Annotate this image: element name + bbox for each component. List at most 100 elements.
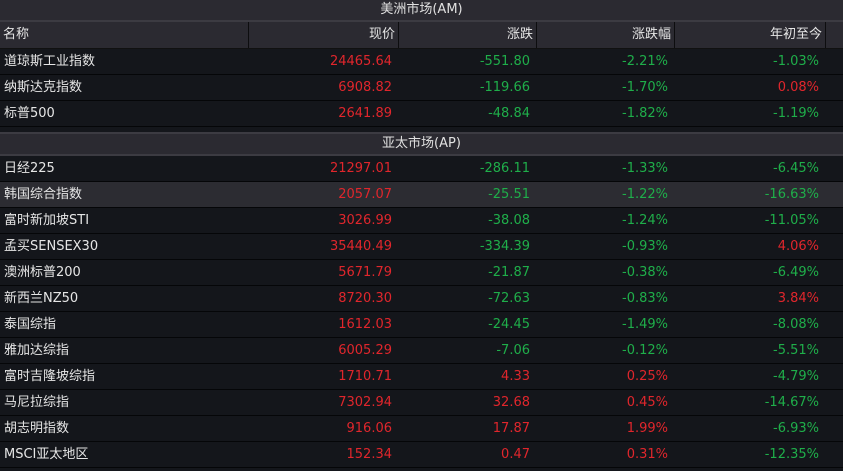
table-row[interactable]: 标普500 2641.89 -48.84 -1.82% -1.19%	[0, 101, 843, 127]
cell-ytd: -1.19%	[773, 106, 819, 121]
column-header-change-pct[interactable]: 涨跌幅	[537, 22, 675, 48]
cell-ytd: -6.45%	[773, 161, 819, 176]
cell-ytd: -6.93%	[773, 421, 819, 436]
cell-change: -334.39	[479, 239, 530, 254]
table-row[interactable]: 雅加达综指 6005.29 -7.06 -0.12% -5.51%	[0, 338, 843, 364]
cell-name: 泰国综指	[4, 317, 57, 332]
table-row[interactable]: 澳洲标普200 5671.79 -21.87 -0.38% -6.49%	[0, 260, 843, 286]
table-row[interactable]: 新西兰NZ50 8720.30 -72.63 -0.83% 3.84%	[0, 286, 843, 312]
cell-name: 纳斯达克指数	[4, 80, 83, 95]
cell-ytd: 3.84%	[777, 291, 819, 306]
cell-change-pct: -1.24%	[622, 213, 668, 228]
cell-name: 韩国综合指数	[4, 187, 83, 202]
cell-change: 4.33	[501, 369, 530, 384]
column-header-change[interactable]: 涨跌	[399, 22, 537, 48]
cell-change-pct: 0.25%	[626, 369, 668, 384]
cell-change: -286.11	[479, 161, 530, 176]
cell-change-pct: -1.22%	[622, 187, 668, 202]
cell-name: 富时新加坡STI	[4, 213, 90, 228]
cell-change: -38.08	[488, 213, 530, 228]
section-title-americas: 美洲市场(AM)	[0, 0, 843, 22]
table-row[interactable]: 胡志明指数 916.06 17.87 1.99% -6.93%	[0, 416, 843, 442]
cell-change: -24.45	[488, 317, 530, 332]
table-row[interactable]: 日经225 21297.01 -286.11 -1.33% -6.45%	[0, 156, 843, 182]
cell-name: 标普500	[4, 106, 55, 121]
column-header-ytd[interactable]: 年初至今	[675, 22, 826, 48]
cell-ytd: -16.63%	[764, 187, 819, 202]
cell-name: 富时吉隆坡综指	[4, 369, 96, 384]
cell-price: 916.06	[346, 421, 393, 436]
cell-change: 0.47	[501, 447, 530, 462]
cell-ytd: 4.06%	[777, 239, 819, 254]
cell-ytd: -11.05%	[764, 213, 819, 228]
table-row[interactable]: 道琼斯工业指数 24465.64 -551.80 -2.21% -1.03%	[0, 49, 843, 75]
table-row[interactable]: 孟买SENSEX30 35440.49 -334.39 -0.93% 4.06%	[0, 234, 843, 260]
cell-change-pct: 0.31%	[626, 447, 668, 462]
cell-change-pct: -0.93%	[622, 239, 668, 254]
cell-price: 5671.79	[338, 265, 392, 280]
cell-price: 35440.49	[329, 239, 392, 254]
cell-ytd: -1.03%	[773, 54, 819, 69]
cell-price: 2641.89	[338, 106, 392, 121]
cell-ytd: -5.51%	[773, 343, 819, 358]
cell-change-pct: -1.49%	[622, 317, 668, 332]
cell-change-pct: -1.70%	[622, 80, 668, 95]
cell-price: 152.34	[346, 447, 393, 462]
cell-change: 17.87	[492, 421, 530, 436]
cell-change: -21.87	[488, 265, 530, 280]
cell-change: -25.51	[488, 187, 530, 202]
cell-name: 胡志明指数	[4, 421, 70, 436]
cell-change-pct: 0.45%	[626, 395, 668, 410]
cell-ytd: -8.08%	[773, 317, 819, 332]
column-header-row: 名称 现价 涨跌 涨跌幅 年初至今	[0, 22, 843, 49]
cell-price: 2057.07	[338, 187, 392, 202]
cell-price: 24465.64	[329, 54, 392, 69]
cell-price: 6005.29	[338, 343, 392, 358]
cell-name: 新西兰NZ50	[4, 291, 79, 306]
cell-change: -119.66	[479, 80, 530, 95]
table-row[interactable]: 马尼拉综指 7302.94 32.68 0.45% -14.67%	[0, 390, 843, 416]
column-header-name[interactable]: 名称	[0, 22, 249, 48]
cell-change: -551.80	[479, 54, 530, 69]
cell-name: 道琼斯工业指数	[4, 54, 96, 69]
cell-price: 6908.82	[338, 80, 392, 95]
table-row[interactable]: MSCI亚太地区 152.34 0.47 0.31% -12.35%	[0, 442, 843, 468]
cell-name: MSCI亚太地区	[4, 447, 89, 462]
asia-pacific-rows: 日经225 21297.01 -286.11 -1.33% -6.45% 韩国综合指数 20…	[0, 156, 843, 468]
americas-rows: 道琼斯工业指数 24465.64 -551.80 -2.21% -1.03% 纳斯达克指数…	[0, 49, 843, 127]
cell-ytd: -6.49%	[773, 265, 819, 280]
cell-price: 1612.03	[338, 317, 392, 332]
cell-name: 雅加达综指	[4, 343, 70, 358]
cell-name: 孟买SENSEX30	[4, 239, 99, 254]
table-row[interactable]: 富时新加坡STI 3026.99 -38.08 -1.24% -11.05%	[0, 208, 843, 234]
cell-ytd: -12.35%	[764, 447, 819, 462]
cell-change-pct: -0.12%	[622, 343, 668, 358]
cell-change-pct: -0.38%	[622, 265, 668, 280]
table-row[interactable]: 纳斯达克指数 6908.82 -119.66 -1.70% 0.08%	[0, 75, 843, 101]
cell-change-pct: -1.82%	[622, 106, 668, 121]
table-row[interactable]: 韩国综合指数 2057.07 -25.51 -1.22% -16.63%	[0, 182, 843, 208]
cell-price: 21297.01	[329, 161, 392, 176]
cell-ytd: -4.79%	[773, 369, 819, 384]
cell-price: 3026.99	[338, 213, 392, 228]
column-header-price[interactable]: 现价	[249, 22, 399, 48]
cell-name: 澳洲标普200	[4, 265, 81, 280]
cell-change-pct: -0.83%	[622, 291, 668, 306]
cell-price: 8720.30	[338, 291, 392, 306]
cell-change: 32.68	[492, 395, 530, 410]
cell-price: 7302.94	[338, 395, 392, 410]
cell-price: 1710.71	[338, 369, 392, 384]
cell-change-pct: -1.33%	[622, 161, 668, 176]
cell-change: -7.06	[496, 343, 530, 358]
table-row[interactable]: 富时吉隆坡综指 1710.71 4.33 0.25% -4.79%	[0, 364, 843, 390]
cell-change: -48.84	[488, 106, 530, 121]
table-row[interactable]: 泰国综指 1612.03 -24.45 -1.49% -8.08%	[0, 312, 843, 338]
cell-change-pct: 1.99%	[626, 421, 668, 436]
section-divider	[0, 127, 843, 134]
cell-change-pct: -2.21%	[622, 54, 668, 69]
cell-name: 马尼拉综指	[4, 395, 70, 410]
cell-change: -72.63	[488, 291, 530, 306]
cell-ytd: -14.67%	[764, 395, 819, 410]
section-title-asia-pacific: 亚太市场(AP)	[0, 134, 843, 156]
